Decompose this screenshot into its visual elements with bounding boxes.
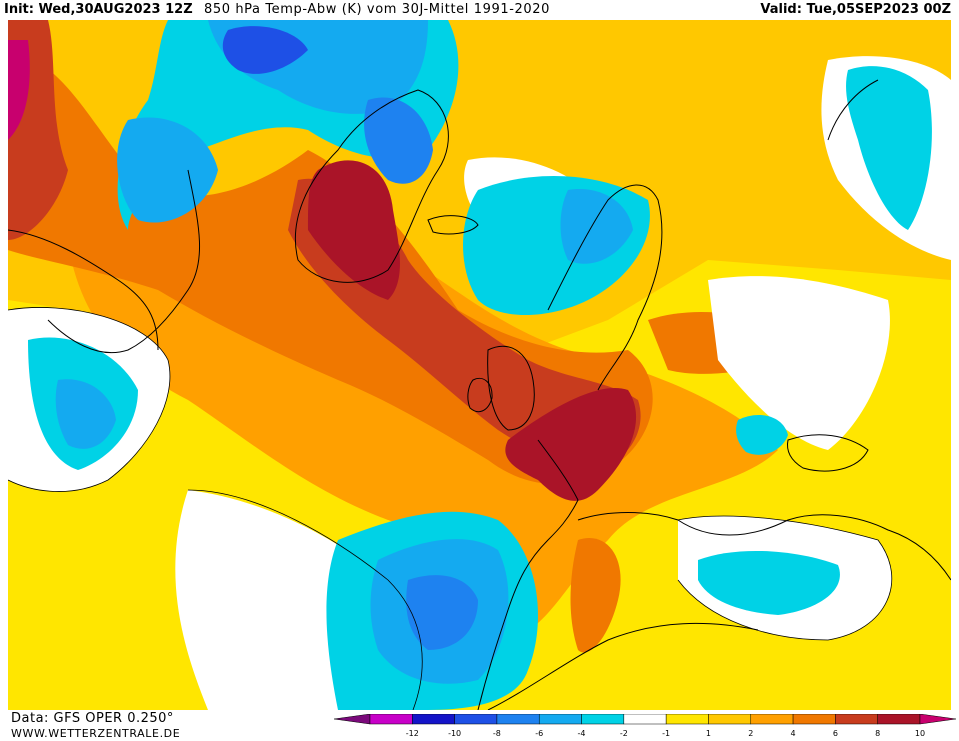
field-dark-red-greenland	[308, 160, 400, 300]
field-magenta-westedge	[8, 40, 30, 140]
field-lightblue-labrador	[55, 379, 116, 449]
legend-swatch	[877, 714, 921, 725]
field-cyan-russia-nw	[846, 66, 932, 230]
field-cyan-balkans	[736, 415, 788, 455]
legend-tick-label: -2	[620, 729, 628, 738]
legend-tick-label: -1	[662, 729, 670, 738]
field-blue-svalbard	[364, 97, 433, 184]
coastline-black-sea	[787, 434, 869, 472]
legend-tick-label: 8	[875, 729, 880, 738]
map-footer: Data: GFS OPER 0.250° WWW.WETTERZENTRALE…	[0, 710, 959, 741]
legend-swatch	[665, 714, 709, 725]
legend-swatch	[496, 714, 540, 725]
anomaly-map	[8, 20, 951, 710]
valid-time-label: Valid: Tue,05SEP2023 00Z	[760, 2, 951, 17]
zero-contour-mid-atlantic	[187, 489, 423, 710]
coastline-scandinavia	[547, 184, 663, 391]
legend-swatch	[581, 714, 625, 725]
color-legend: -12-10-8-6-4-2-1124681012	[334, 714, 956, 738]
coastline-europe-west	[477, 439, 579, 710]
coastline-greenland	[294, 89, 449, 283]
legend-swatch	[454, 714, 498, 725]
field-blue-azores	[406, 575, 478, 650]
legend-tick-label: -8	[493, 729, 501, 738]
legend-tick-label: 2	[748, 729, 753, 738]
field-dark-red-france	[505, 388, 637, 501]
legend-swatch	[708, 714, 752, 725]
field-white-russia	[708, 276, 890, 450]
coastline-novaya-zemlya	[827, 79, 879, 141]
legend-tick-label: 4	[791, 729, 796, 738]
legend-swatch	[412, 714, 455, 725]
zero-contour-labrador	[8, 307, 171, 492]
legend-tick-label: 10	[915, 729, 925, 738]
legend-swatch	[623, 714, 667, 725]
legend-tick-label: -12	[406, 729, 419, 738]
legend-tick-label: -10	[448, 729, 461, 738]
legend-tick-label: 6	[833, 729, 838, 738]
legend-swatch	[750, 714, 794, 725]
legend-swatch-low-end	[334, 714, 371, 725]
legend-swatch	[369, 714, 413, 725]
legend-swatch-high-end	[919, 714, 956, 725]
coastline-mediterranean	[577, 512, 951, 581]
map-header: Init: Wed,30AUG2023 12Z 850 hPa Temp-Abw…	[0, 0, 959, 20]
field-lightblue-norway	[560, 189, 633, 264]
field-deepblue-north	[222, 26, 308, 74]
legend-tick-label: 1	[706, 729, 711, 738]
legend-swatch	[835, 714, 878, 725]
coastline-british-isles	[487, 345, 535, 431]
init-time-label: Init: Wed,30AUG2023 12Z	[4, 2, 193, 17]
coastline-north-america	[8, 229, 159, 351]
legend-swatch	[792, 714, 836, 725]
field-orange-iberia	[570, 538, 621, 653]
map-title: 850 hPa Temp-Abw (K) vom 30J-Mittel 1991…	[204, 2, 550, 17]
coastline-north-africa	[487, 622, 759, 710]
site-url-label: WWW.WETTERZENTRALE.DE	[11, 727, 181, 740]
legend-tick-label: -4	[578, 729, 586, 738]
coastline-ireland	[467, 377, 493, 413]
coastline-baffin-labrador	[47, 169, 201, 354]
field-cyan-med	[698, 550, 840, 615]
legend-swatch	[538, 714, 582, 725]
zero-contour-med	[677, 515, 893, 641]
legend-tick-label: -6	[535, 729, 543, 738]
data-source-label: Data: GFS OPER 0.250°	[11, 711, 174, 726]
coastline-iceland	[427, 215, 479, 235]
